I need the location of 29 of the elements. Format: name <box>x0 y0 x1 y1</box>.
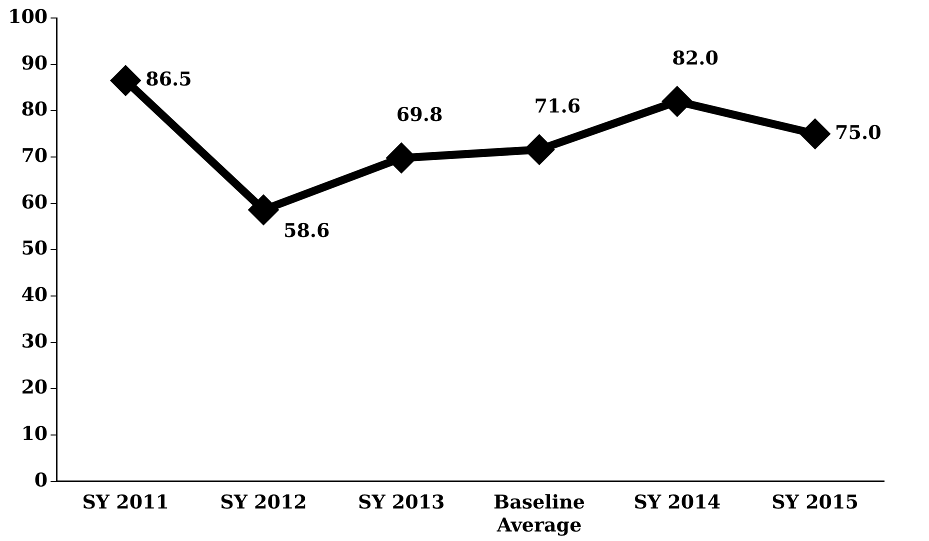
x-tick-label: SY 2015 <box>772 492 858 514</box>
y-tick-label: 40 <box>21 284 48 306</box>
x-tick-label: SY 2012 <box>220 492 307 514</box>
y-tick-label: 80 <box>21 98 48 121</box>
y-tick-label: 10 <box>21 422 48 445</box>
y-tick-label: 20 <box>21 376 48 399</box>
y-tick-label: 30 <box>21 330 48 352</box>
point <box>249 196 278 224</box>
y-tick-label: 0 <box>34 469 48 492</box>
y-tick-label: 60 <box>21 191 48 214</box>
point <box>387 144 416 172</box>
data-label: 58.6 <box>283 220 330 242</box>
point <box>112 66 140 95</box>
x-tick-label: Baseline Average <box>494 492 586 537</box>
x-tick-label: SY 2014 <box>634 492 721 514</box>
data-label: 69.8 <box>396 104 443 126</box>
point <box>663 87 692 116</box>
data-label: 71.6 <box>534 96 581 118</box>
y-tick-label: 90 <box>21 52 48 74</box>
y-tick-label: 50 <box>21 238 48 260</box>
x-tick-label: SY 2011 <box>82 492 169 514</box>
data-label: 75.0 <box>835 122 882 144</box>
x-tick-label: SY 2013 <box>358 492 445 514</box>
point <box>525 136 554 164</box>
y-tick-label: 100 <box>8 6 48 28</box>
data-label: 86.5 <box>146 68 192 90</box>
point <box>801 120 830 148</box>
y-tick-label: 70 <box>21 144 48 167</box>
data-label: 82.0 <box>672 47 718 70</box>
